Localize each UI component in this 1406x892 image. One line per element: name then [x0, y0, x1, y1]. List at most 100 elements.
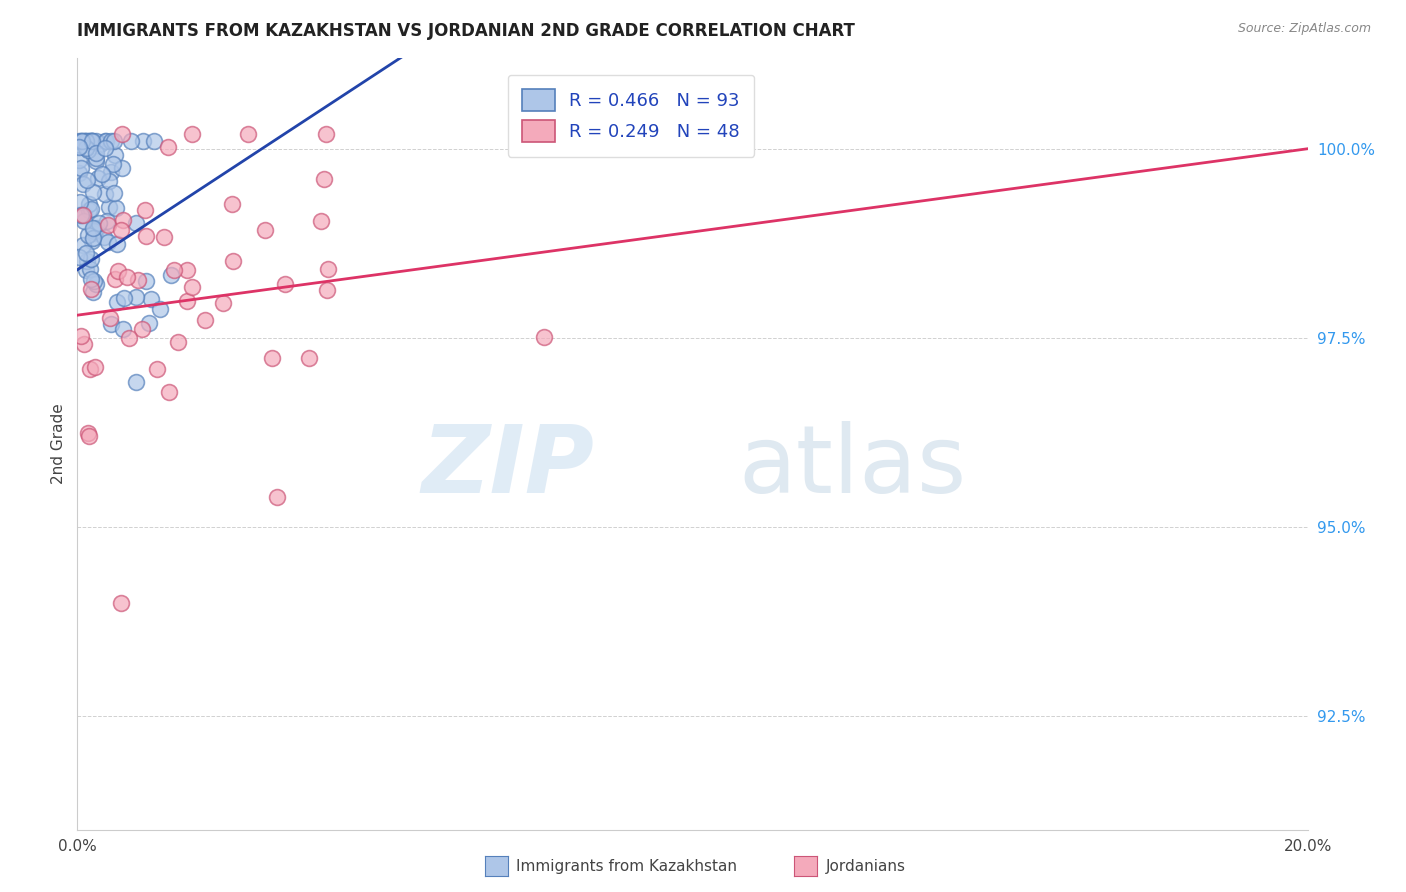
Point — [79, 261, 101, 276]
Point — [67, 134, 90, 148]
Point — [97, 174, 120, 188]
Point — [142, 134, 165, 148]
Point — [83, 226, 105, 240]
Point — [131, 322, 153, 336]
Point — [124, 217, 146, 231]
Point — [67, 153, 90, 167]
Point — [316, 283, 339, 297]
Point — [82, 234, 104, 248]
Point — [82, 285, 104, 299]
Point — [67, 250, 90, 264]
Point — [82, 231, 104, 245]
Point — [77, 429, 100, 443]
Point — [103, 157, 125, 171]
Point — [80, 202, 103, 216]
Point — [139, 293, 162, 307]
Legend: R = 0.466   N = 93, R = 0.249   N = 48: R = 0.466 N = 93, R = 0.249 N = 48 — [508, 75, 754, 157]
Point — [76, 143, 98, 157]
Point — [260, 351, 283, 365]
Point — [160, 268, 183, 282]
Point — [176, 263, 198, 277]
Point — [105, 295, 128, 310]
Point — [112, 291, 135, 305]
Text: IMMIGRANTS FROM KAZAKHSTAN VS JORDANIAN 2ND GRADE CORRELATION CHART: IMMIGRANTS FROM KAZAKHSTAN VS JORDANIAN … — [77, 22, 855, 40]
Point — [94, 141, 117, 155]
Point — [149, 301, 172, 316]
Point — [67, 140, 90, 154]
Point — [67, 165, 90, 179]
Point — [73, 214, 96, 228]
Point — [110, 127, 132, 141]
Point — [315, 127, 337, 141]
Point — [75, 263, 97, 277]
Point — [162, 263, 184, 277]
Point — [100, 134, 122, 148]
Point — [77, 228, 100, 243]
Point — [70, 134, 93, 148]
Point — [75, 134, 97, 148]
Y-axis label: 2nd Grade: 2nd Grade — [51, 403, 66, 484]
Point — [181, 127, 204, 141]
Point — [72, 178, 94, 192]
Point — [176, 294, 198, 309]
Point — [94, 134, 117, 148]
Point — [79, 252, 101, 267]
Point — [111, 212, 134, 227]
Point — [80, 134, 103, 148]
Point — [75, 141, 97, 155]
Point — [70, 134, 93, 148]
Point — [157, 385, 180, 400]
Point — [107, 264, 129, 278]
Point — [266, 490, 288, 504]
Point — [70, 134, 93, 148]
Text: atlas: atlas — [738, 421, 966, 513]
Point — [77, 196, 100, 211]
Point — [97, 218, 120, 232]
Point — [316, 261, 339, 276]
Point — [89, 217, 111, 231]
Point — [97, 235, 120, 250]
Point — [105, 201, 128, 215]
Point — [73, 336, 96, 351]
Point — [103, 134, 125, 148]
Point — [83, 273, 105, 287]
Point — [212, 296, 235, 310]
Point — [86, 153, 108, 168]
Point — [93, 186, 115, 201]
Point — [132, 134, 155, 148]
Point — [79, 272, 101, 286]
Point — [110, 596, 132, 610]
Point — [221, 197, 243, 211]
Point — [82, 185, 104, 199]
Point — [134, 203, 156, 218]
Point — [83, 359, 105, 374]
Point — [70, 161, 93, 175]
Point — [83, 224, 105, 238]
Point — [254, 223, 277, 237]
Point — [82, 134, 104, 148]
Point — [309, 214, 332, 228]
Point — [111, 321, 134, 335]
Point — [135, 274, 157, 288]
Point — [91, 167, 114, 181]
Point — [125, 290, 148, 304]
Point — [100, 310, 122, 325]
Text: ZIP: ZIP — [422, 421, 595, 513]
Point — [76, 254, 98, 268]
Point — [69, 208, 91, 222]
Point — [84, 152, 107, 166]
Point — [84, 145, 107, 160]
Point — [67, 207, 90, 221]
Point — [75, 246, 97, 260]
Point — [75, 134, 97, 148]
Point — [80, 282, 103, 296]
Point — [110, 223, 132, 237]
Point — [103, 186, 125, 200]
Text: Source: ZipAtlas.com: Source: ZipAtlas.com — [1237, 22, 1371, 36]
Point — [73, 207, 96, 221]
Point — [111, 161, 134, 176]
Point — [298, 351, 321, 366]
Point — [77, 134, 100, 148]
Point — [73, 134, 96, 148]
Point — [82, 134, 104, 148]
